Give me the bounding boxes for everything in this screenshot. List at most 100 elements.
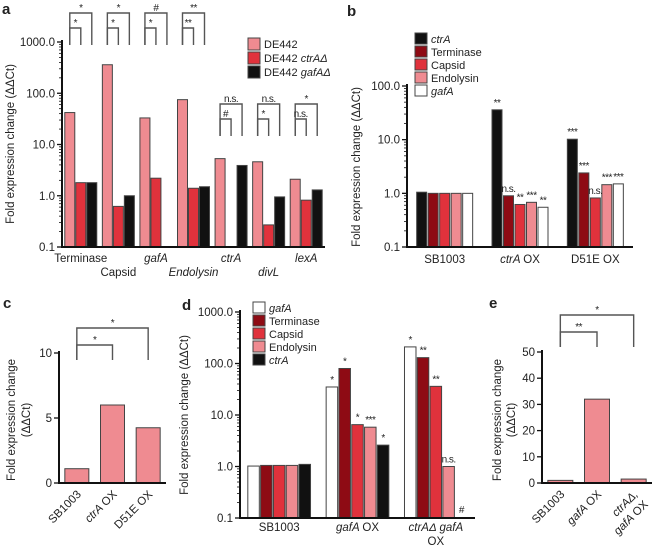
panel-letter: e xyxy=(489,295,497,312)
x-tick-label: Endolysin xyxy=(169,267,219,279)
legend-swatch xyxy=(414,84,428,97)
significance-label: *** xyxy=(365,415,376,426)
panel-letter: c xyxy=(3,295,11,312)
y-tick-label: 10.0 xyxy=(33,140,55,152)
legend-item: gafA xyxy=(252,301,292,315)
y-tick-label: 40 xyxy=(522,373,535,385)
bar xyxy=(442,466,455,519)
significance-label: ** xyxy=(517,192,524,203)
significance-bracket xyxy=(256,118,270,136)
y-axis-label: (ΔΔCt) xyxy=(506,403,518,438)
panel-b: b 0.1 1.0 10.0 100.0 Fold expression change (… xyxy=(347,3,633,266)
bar xyxy=(298,463,312,519)
significance-label: n.s. xyxy=(262,94,276,105)
legend-label: gafA xyxy=(431,86,454,98)
x-tick-label: SB1003 xyxy=(530,489,567,526)
y-tick-label: 1000.0 xyxy=(198,307,233,319)
legend-label: gafA xyxy=(269,303,292,315)
bar xyxy=(429,385,443,519)
bar xyxy=(416,357,430,519)
x-tick-label: SB1003 xyxy=(424,254,465,266)
legend-label: Endolysin xyxy=(269,342,317,354)
bar xyxy=(64,468,90,484)
bar xyxy=(526,201,537,248)
legend-item: gafA xyxy=(414,84,454,98)
y-tick-label: 20 xyxy=(522,426,535,438)
bar xyxy=(139,117,151,248)
panel-a: a 0.1 1.0 10.0 100.0 1000.0 Fold expression ch… xyxy=(2,1,331,279)
significance-label: ** xyxy=(494,98,501,109)
bar xyxy=(274,196,286,248)
significance-label: # xyxy=(153,3,159,14)
x-tick-label: Capsid xyxy=(100,267,136,279)
significance-bracket xyxy=(106,27,120,45)
x-tick-label: gafA OX xyxy=(336,522,379,534)
significance-label: * xyxy=(117,3,121,14)
y-tick-label: 1000.0 xyxy=(20,37,55,49)
legend-label: Terminase xyxy=(269,316,320,328)
legend-item: DE442 xyxy=(247,37,298,51)
bar xyxy=(311,189,323,248)
significance-label: * xyxy=(149,18,153,29)
bar xyxy=(612,183,624,248)
legend-swatch xyxy=(252,353,266,366)
y-tick-label: 100.0 xyxy=(26,88,55,100)
y-tick-label: 0.1 xyxy=(384,242,400,254)
legend-label: Terminase xyxy=(431,47,482,59)
significance-bracket xyxy=(76,327,149,360)
bar xyxy=(64,112,76,248)
legend-swatch xyxy=(252,301,266,314)
legend-label: Capsid xyxy=(269,329,303,341)
significance-label: * xyxy=(330,375,334,386)
bar xyxy=(101,64,113,248)
bar xyxy=(100,404,125,484)
significance-label: ** xyxy=(575,322,582,333)
bar xyxy=(351,424,364,519)
significance-label: # xyxy=(223,109,229,120)
significance-label: n.s. xyxy=(588,186,602,197)
significance-label: *** xyxy=(567,127,578,138)
significance-label: * xyxy=(381,433,385,444)
bar xyxy=(566,138,578,248)
y-tick-label: 0 xyxy=(46,478,52,490)
significance-label: ** xyxy=(185,18,192,29)
bar xyxy=(247,465,260,519)
legend-item: Capsid xyxy=(252,327,303,341)
y-tick-label: 1.0 xyxy=(217,462,233,474)
panel-letter: a xyxy=(2,1,11,18)
significance-bracket xyxy=(69,27,82,45)
bar xyxy=(135,427,161,484)
legend-item: Capsid xyxy=(414,58,465,72)
panel-d: d 0.1 1.0 10.0 100.0 1000.0 Fold expression ch… xyxy=(179,297,475,546)
bar xyxy=(462,192,474,248)
significance-label: n.s. xyxy=(501,184,515,195)
significance-label: * xyxy=(111,18,115,29)
bar xyxy=(491,109,503,248)
y-tick-label: 50 xyxy=(522,347,535,359)
legend-swatch xyxy=(247,65,261,79)
y-axis-label: Fold expression change (ΔΔCt) xyxy=(179,335,191,495)
significance-bracket xyxy=(219,118,232,136)
y-axis-label: (ΔΔCt) xyxy=(21,403,33,438)
legend-label: DE442 ctrAΔ xyxy=(264,53,328,65)
bar xyxy=(503,195,514,248)
significance-label: * xyxy=(356,413,360,424)
x-tick-label: D51E OX xyxy=(571,254,620,266)
x-tick-label: D51E OX xyxy=(112,488,155,531)
y-axis-label: Fold expression change (ΔΔCt) xyxy=(5,64,17,224)
bar xyxy=(578,172,590,248)
bar xyxy=(338,367,351,519)
y-tick-label: 0.1 xyxy=(217,513,233,525)
significance-label: n.s. xyxy=(442,455,456,466)
bar xyxy=(123,195,135,248)
legend-swatch xyxy=(252,327,266,340)
bar xyxy=(263,224,275,248)
significance-label: * xyxy=(343,356,347,367)
bar xyxy=(300,199,312,248)
y-tick-label: 10.0 xyxy=(211,410,233,422)
legend-swatch xyxy=(414,45,428,58)
significance-bracket xyxy=(559,331,598,347)
significance-label: ** xyxy=(540,195,547,206)
bar xyxy=(439,192,451,248)
legend-label: Capsid xyxy=(431,60,465,72)
